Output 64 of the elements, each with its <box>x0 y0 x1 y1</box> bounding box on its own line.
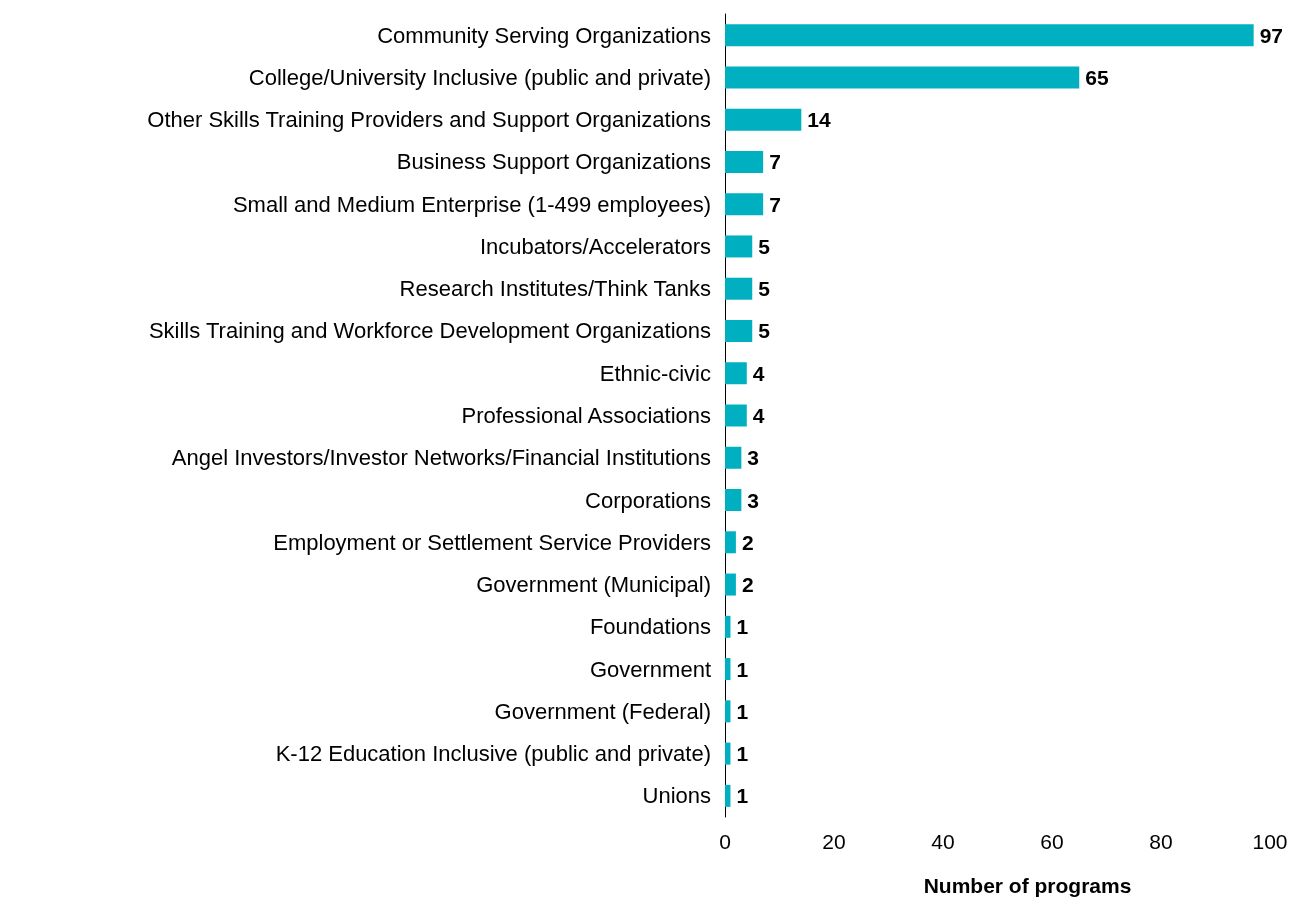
data-label: 1 <box>736 784 749 808</box>
bar <box>725 700 731 723</box>
bar <box>725 150 764 173</box>
data-label: 1 <box>736 657 749 681</box>
y-tick-label: Unions <box>642 783 711 809</box>
data-label: 7 <box>769 150 781 174</box>
y-tick-label: Employment or Settlement Service Providers <box>273 529 711 555</box>
bar <box>725 531 736 554</box>
bar <box>725 446 742 469</box>
x-tick-label: 0 <box>719 830 731 853</box>
bar <box>725 658 731 681</box>
data-label: 5 <box>758 234 771 258</box>
bar <box>725 24 1254 47</box>
bar <box>725 742 731 765</box>
y-tick-label: Government (Municipal) <box>476 572 711 598</box>
data-label: 5 <box>758 277 771 301</box>
x-tick-label: 80 <box>1149 830 1173 853</box>
data-label: 1 <box>736 615 749 639</box>
bar <box>725 66 1080 89</box>
x-tick-label: 100 <box>1252 830 1288 853</box>
bar <box>725 489 742 512</box>
bar <box>725 193 764 216</box>
x-tick-label: 20 <box>822 830 846 853</box>
data-label: 5 <box>758 319 771 343</box>
y-tick-label: Skills Training and Workforce Development Organizations <box>148 318 711 344</box>
y-tick-label: Small and Medium Enterprise (1-499 employees) <box>232 191 711 217</box>
y-tick-label: College/University Inclusive (public and private) <box>248 64 711 90</box>
y-tick-label: Research Institutes/Think Tanks <box>399 276 711 302</box>
bar <box>725 319 753 342</box>
bar <box>725 108 802 131</box>
y-tick-label: Community Serving Organizations <box>377 22 711 48</box>
data-label: 7 <box>769 192 781 216</box>
data-label: 3 <box>747 488 760 512</box>
bar <box>725 362 747 385</box>
data-label: 97 <box>1259 23 1284 47</box>
y-tick-label: Corporations <box>585 487 711 513</box>
bar <box>725 277 753 300</box>
y-tick-label: Ethnic-civic <box>599 360 711 386</box>
bar <box>725 615 731 638</box>
x-axis-title: Number of programs <box>923 874 1132 897</box>
y-tick-label: Business Support Organizations <box>396 149 711 175</box>
data-label: 1 <box>736 742 749 766</box>
bar <box>725 235 753 258</box>
data-label: 14 <box>807 108 831 132</box>
bar <box>725 404 747 427</box>
data-label: 4 <box>752 404 765 427</box>
y-tick-label: Government <box>589 656 711 682</box>
x-tick-label: 60 <box>1040 830 1064 853</box>
data-label: 2 <box>741 530 754 554</box>
data-label: 1 <box>736 699 749 723</box>
y-tick-label: Professional Associations <box>461 403 711 428</box>
bar <box>725 784 731 807</box>
data-label: 3 <box>747 446 760 470</box>
bar <box>725 573 736 596</box>
x-tick-label: 40 <box>931 830 955 853</box>
data-label: 2 <box>741 573 754 597</box>
data-label: 65 <box>1085 65 1109 89</box>
y-tick-label: K-12 Education Inclusive (public and private) <box>275 741 711 767</box>
y-tick-label: Foundations <box>589 614 711 640</box>
y-tick-label: Incubators/Accelerators <box>479 233 711 259</box>
y-tick-label: Government (Federal) <box>494 698 711 724</box>
y-tick-label: Angel Investors/Investor Networks/Financial Institutions <box>171 445 711 471</box>
data-label: 4 <box>752 361 765 385</box>
y-tick-label: Other Skills Training Providers and Support Organizations <box>147 107 711 133</box>
